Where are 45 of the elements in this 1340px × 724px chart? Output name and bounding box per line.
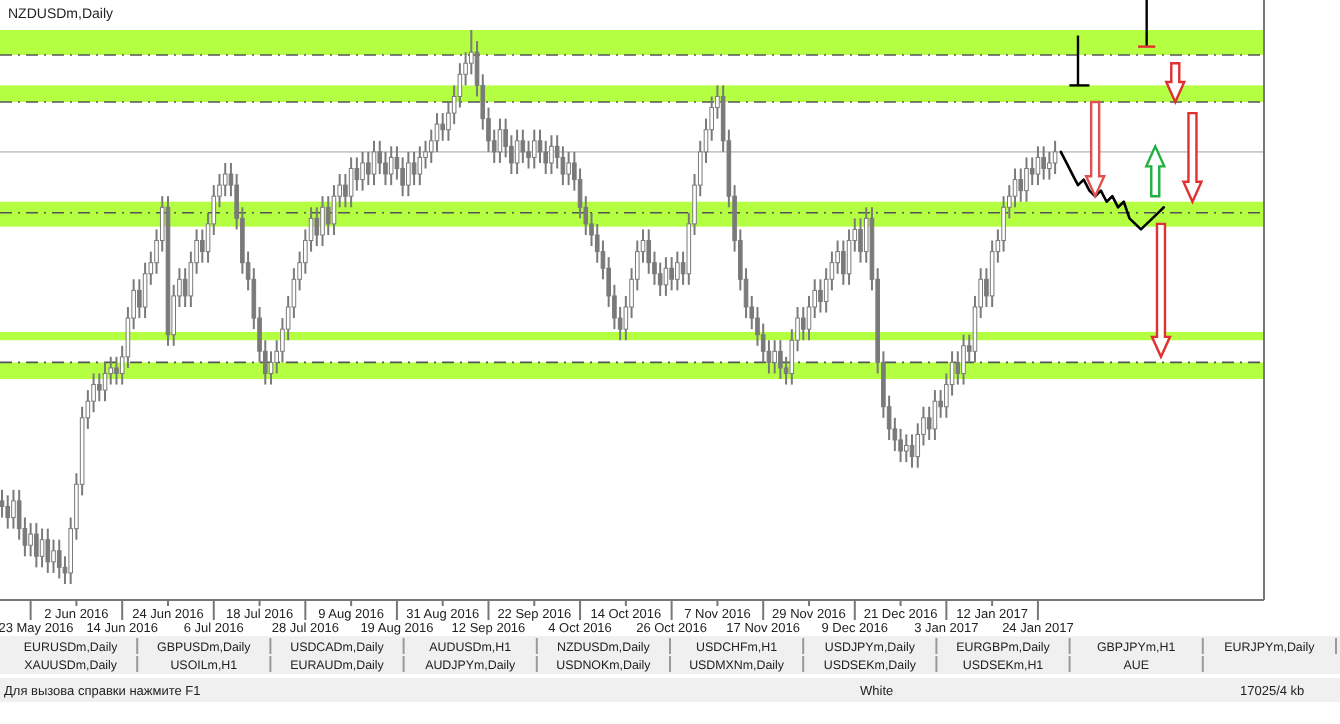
candlestick xyxy=(314,206,320,248)
candlestick xyxy=(772,339,777,375)
candlestick xyxy=(320,195,325,248)
candlestick xyxy=(388,145,394,187)
candlestick xyxy=(566,150,571,187)
candlestick xyxy=(1029,156,1035,187)
candlestick xyxy=(663,256,669,297)
candlestick xyxy=(343,173,348,209)
candlestick xyxy=(1041,145,1046,181)
candlestick xyxy=(669,256,674,292)
candlestick xyxy=(841,239,846,286)
candlestick xyxy=(675,250,680,292)
candlestick xyxy=(417,145,423,187)
candlestick xyxy=(56,538,62,580)
candlestick xyxy=(406,150,411,198)
candlestick xyxy=(366,150,371,187)
candlestick xyxy=(497,117,503,164)
candlestick xyxy=(955,350,961,386)
candlestick xyxy=(102,361,108,403)
candlestick xyxy=(371,139,377,187)
candlestick xyxy=(45,527,51,574)
candlestick xyxy=(360,150,365,192)
candlestick xyxy=(114,355,119,386)
candlestick xyxy=(354,156,360,192)
candlestick xyxy=(1035,145,1041,187)
candlestick xyxy=(903,433,909,464)
candlestick xyxy=(549,134,554,176)
candlestick xyxy=(51,538,56,574)
candlestick xyxy=(531,128,537,170)
candlestick xyxy=(1052,139,1058,176)
candlestick xyxy=(39,527,45,569)
candlestick xyxy=(348,156,354,209)
candlestick xyxy=(1024,156,1029,203)
candlestick xyxy=(11,488,16,530)
candlestick xyxy=(5,494,11,530)
candlestick xyxy=(514,128,520,176)
candlestick xyxy=(778,339,783,381)
candlestick xyxy=(932,389,938,441)
candlestick xyxy=(182,267,188,308)
candlestick xyxy=(926,405,932,441)
candlestick xyxy=(961,333,966,386)
candlestick xyxy=(411,150,417,187)
candlestick xyxy=(818,278,823,314)
candlestick xyxy=(34,522,39,569)
candlestick xyxy=(520,128,526,164)
